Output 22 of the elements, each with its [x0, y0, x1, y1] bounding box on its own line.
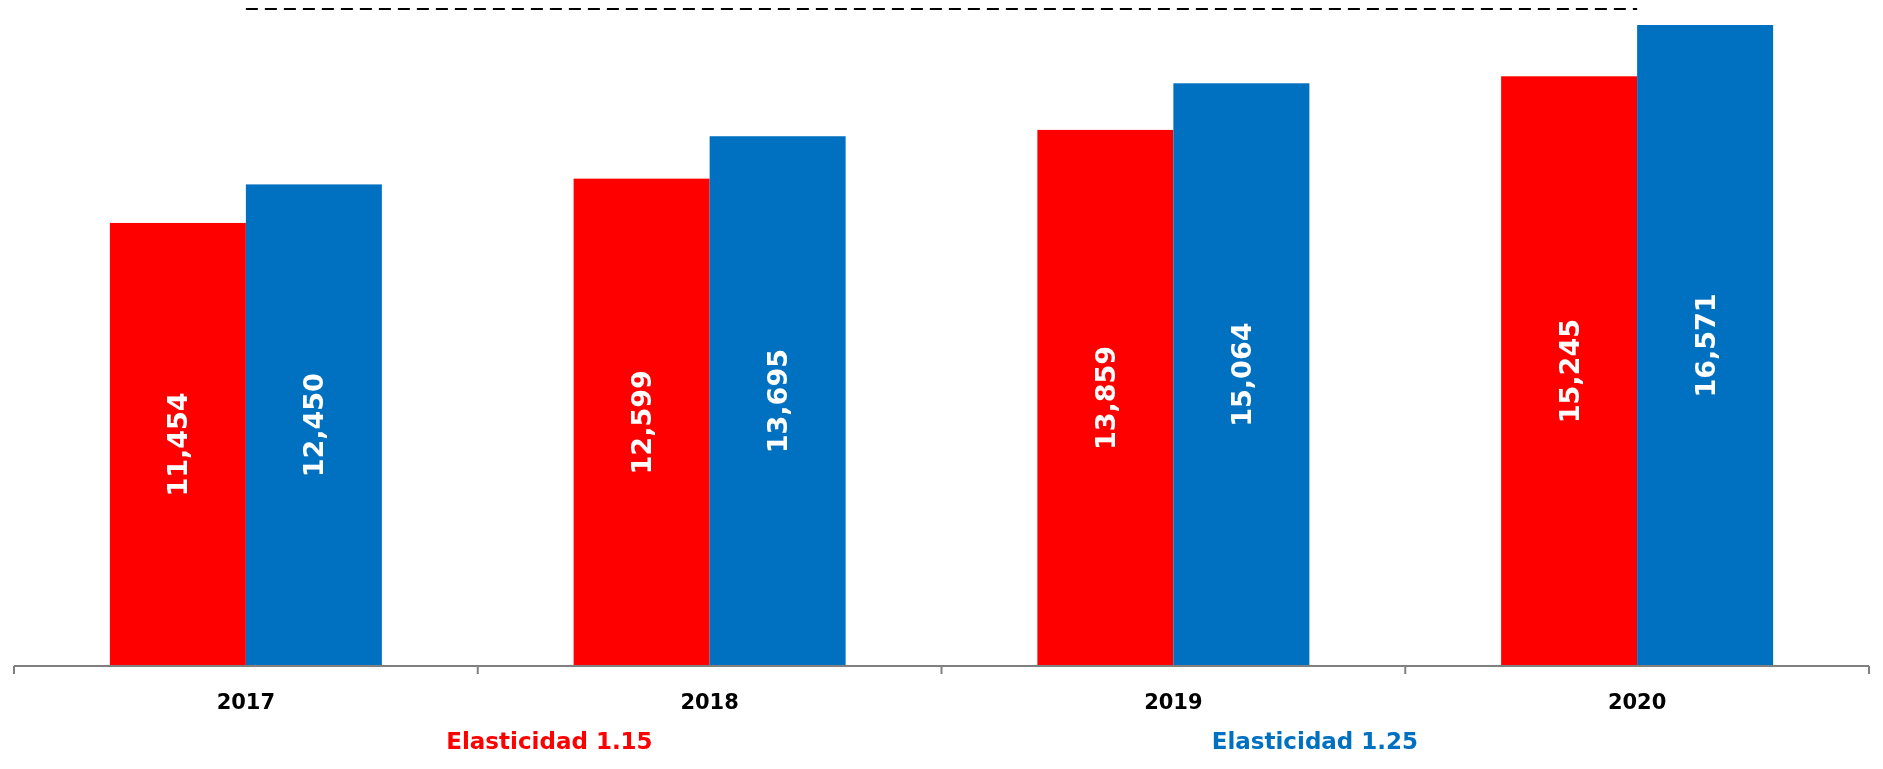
bar: [245, 184, 382, 666]
data-label: 11,454: [162, 392, 194, 497]
bar: [1037, 129, 1174, 666]
data-label: 16,571: [1689, 293, 1721, 398]
data-label: 15,245: [1553, 319, 1585, 424]
data-label: 13,695: [762, 349, 794, 454]
data-label: 12,450: [298, 373, 330, 478]
text: Elasticidad 1.15: [446, 728, 653, 754]
bar: [1173, 83, 1310, 666]
data-label: 13,859: [1089, 345, 1121, 451]
bar: [1637, 25, 1774, 666]
data-label: 12,599: [626, 370, 658, 475]
data-label: 15,064: [1225, 322, 1257, 427]
bar: [1501, 76, 1638, 666]
x-tick-label: 2019: [1144, 690, 1203, 714]
x-tick-label: 2017: [216, 690, 276, 714]
bar: [709, 136, 846, 666]
bar: [573, 178, 710, 666]
bar: [109, 222, 246, 666]
x-tick-label: 2018: [680, 690, 739, 714]
x-tick-label: 2020: [1607, 690, 1667, 714]
text: Elasticidad 1.25: [1211, 728, 1419, 754]
